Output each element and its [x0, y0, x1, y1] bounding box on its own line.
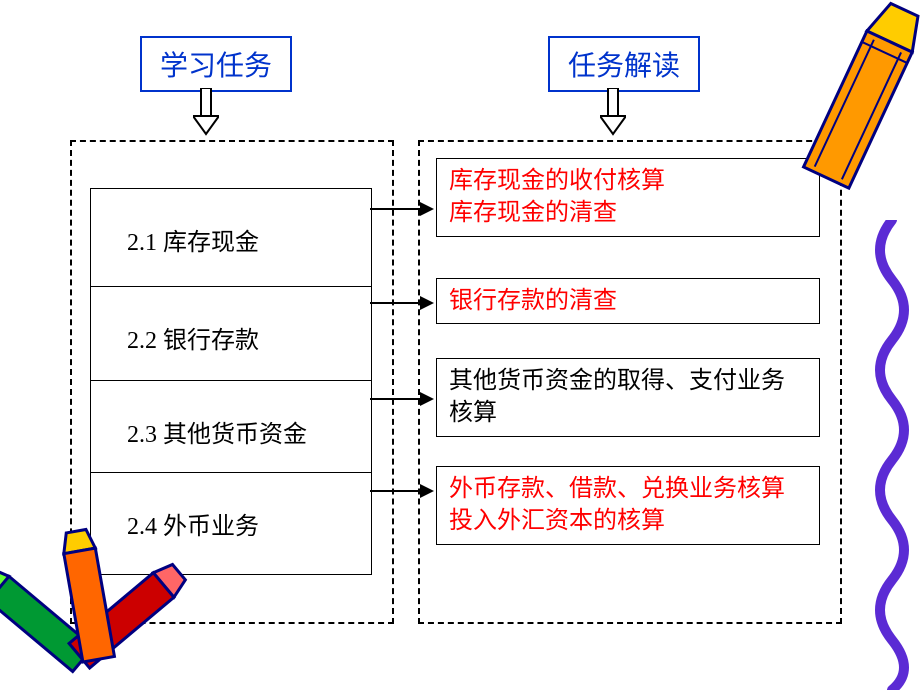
arrow-3-head [420, 392, 434, 406]
down-arrow-right [600, 88, 626, 136]
arrow-1 [370, 208, 422, 210]
header-learning-tasks: 学习任务 [140, 36, 292, 92]
desc-4-line-1: 外币存款、借款、兑换业务核算 [449, 473, 807, 505]
squiggle-icon-right [864, 220, 920, 690]
desc-3-line-1: 其他货币资金的取得、支付业务核算 [449, 365, 807, 430]
header-task-interpretation-label: 任务解读 [568, 51, 680, 82]
header-task-interpretation: 任务解读 [548, 36, 700, 92]
task-box-2: 2.2 银行存款 [90, 286, 372, 389]
desc-box-2: 银行存款的清查 [436, 278, 820, 324]
arrow-3 [370, 398, 422, 400]
task-box-1: 2.1 库存现金 [90, 188, 372, 291]
desc-box-4: 外币存款、借款、兑换业务核算 投入外汇资本的核算 [436, 466, 820, 545]
arrow-4-head [420, 484, 434, 498]
crayons-icon-bottom-left [0, 520, 200, 700]
desc-box-3: 其他货币资金的取得、支付业务核算 [436, 358, 820, 437]
task-3-label: 2.3 其他货币资金 [127, 422, 307, 448]
desc-2-line-1: 银行存款的清查 [449, 285, 807, 317]
crayon-icon-top-right [790, 0, 920, 220]
task-1-label: 2.1 库存现金 [127, 230, 259, 256]
diagram-canvas: 学习任务 任务解读 2.1 库存现金 2.2 银行存款 2.3 其他货币资金 2… [0, 0, 920, 690]
arrow-2-head [420, 296, 434, 310]
arrow-1-head [420, 202, 434, 216]
desc-1-line-2: 库存现金的清查 [449, 197, 807, 229]
arrow-2 [370, 302, 422, 304]
header-learning-tasks-label: 学习任务 [160, 51, 272, 82]
desc-4-line-2: 投入外汇资本的核算 [449, 505, 807, 537]
desc-1-line-1: 库存现金的收付核算 [449, 165, 807, 197]
down-arrow-left [193, 88, 219, 136]
task-box-3: 2.3 其他货币资金 [90, 380, 372, 483]
task-2-label: 2.2 银行存款 [127, 328, 259, 354]
desc-box-1: 库存现金的收付核算 库存现金的清查 [436, 158, 820, 237]
arrow-4 [370, 490, 422, 492]
